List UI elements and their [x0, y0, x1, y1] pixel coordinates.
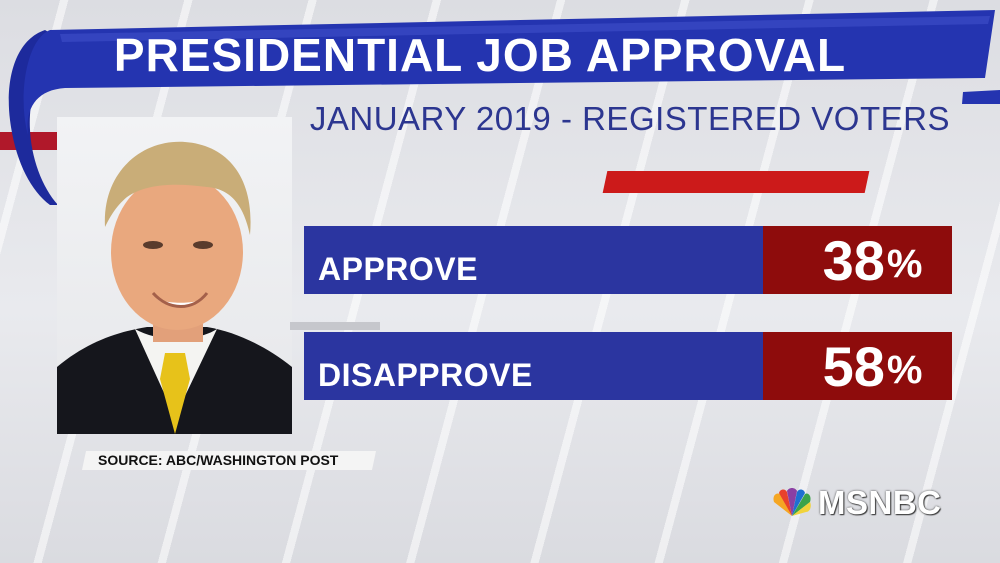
- title-banner: [0, 10, 1000, 205]
- nbc-peacock-icon: [773, 488, 811, 516]
- source-text: SOURCE: ABC/WASHINGTON POST: [98, 452, 339, 468]
- value-disapprove: 58: [822, 334, 885, 398]
- bar-disapprove: DISAPPROVE 58%: [304, 332, 952, 400]
- chart-subtitle: JANUARY 2019 - REGISTERED VOTERS: [309, 100, 950, 137]
- chart-title: PRESIDENTIAL JOB APPROVAL: [113, 29, 847, 81]
- logo-text: MSNBC: [818, 484, 942, 521]
- network-logo: MSNBC: [770, 484, 942, 521]
- percent-sign: %: [886, 347, 923, 392]
- source-caption: SOURCE: ABC/WASHINGTON POST: [81, 451, 377, 470]
- data-label-approve: 38%: [763, 226, 952, 294]
- accent-dash: [602, 171, 870, 193]
- portrait-image: [57, 141, 292, 434]
- bar-label-disapprove: DISAPPROVE: [304, 332, 763, 400]
- value-approve: 38: [822, 228, 885, 292]
- bar-shadow: [290, 322, 380, 330]
- portrait-photo: [57, 117, 292, 434]
- data-label-disapprove: 58%: [763, 332, 952, 400]
- bar-label-approve: APPROVE: [304, 226, 763, 294]
- percent-sign: %: [886, 241, 923, 286]
- bar-approve: APPROVE 38%: [304, 226, 952, 294]
